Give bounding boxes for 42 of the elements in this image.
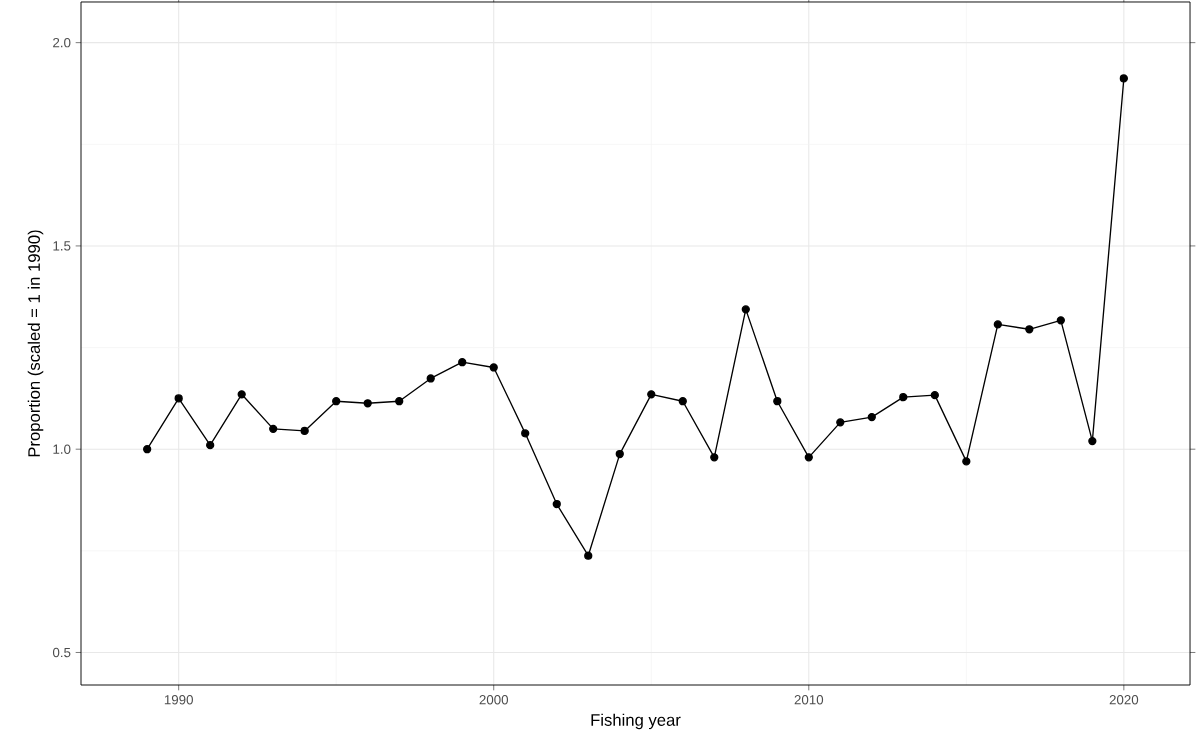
- point: [237, 390, 246, 399]
- y-tick-label: 1.0: [53, 444, 71, 454]
- point: [143, 445, 152, 454]
- x-tick-label: 1990: [164, 695, 193, 705]
- point: [710, 453, 719, 462]
- point: [773, 397, 782, 406]
- x-tick-label: 2020: [1109, 695, 1139, 705]
- point: [1088, 436, 1097, 446]
- point: [521, 429, 530, 438]
- point: [332, 397, 341, 406]
- point: [552, 499, 561, 509]
- y-axis-title: Proportion (scaled = 1 in 1990): [27, 230, 44, 457]
- point: [993, 320, 1002, 329]
- point: [741, 305, 750, 314]
- point: [867, 412, 876, 422]
- point: [300, 426, 309, 436]
- point: [804, 453, 813, 462]
- point: [426, 374, 435, 383]
- point: [930, 390, 939, 400]
- point: [1025, 325, 1034, 334]
- y-tick-label: 2.0: [53, 37, 71, 48]
- x-tick-label: 2010: [794, 695, 824, 705]
- point: [206, 441, 215, 450]
- point: [489, 363, 498, 372]
- y-tick-label: 1.5: [53, 241, 71, 251]
- point: [1119, 74, 1128, 83]
- point: [363, 399, 372, 408]
- point: [174, 394, 183, 403]
- point: [962, 457, 971, 466]
- point: [269, 424, 278, 434]
- point: [678, 397, 687, 406]
- point: [1056, 316, 1065, 325]
- point: [836, 418, 845, 427]
- point: [647, 390, 656, 399]
- point: [458, 358, 467, 367]
- x-axis-title: Fishing year: [591, 713, 681, 730]
- y-tick-label: 0.5: [52, 647, 71, 658]
- point: [584, 551, 593, 560]
- point: [899, 393, 908, 402]
- point: [395, 397, 404, 406]
- x-tick-label: 2000: [479, 695, 509, 705]
- point: [615, 449, 624, 459]
